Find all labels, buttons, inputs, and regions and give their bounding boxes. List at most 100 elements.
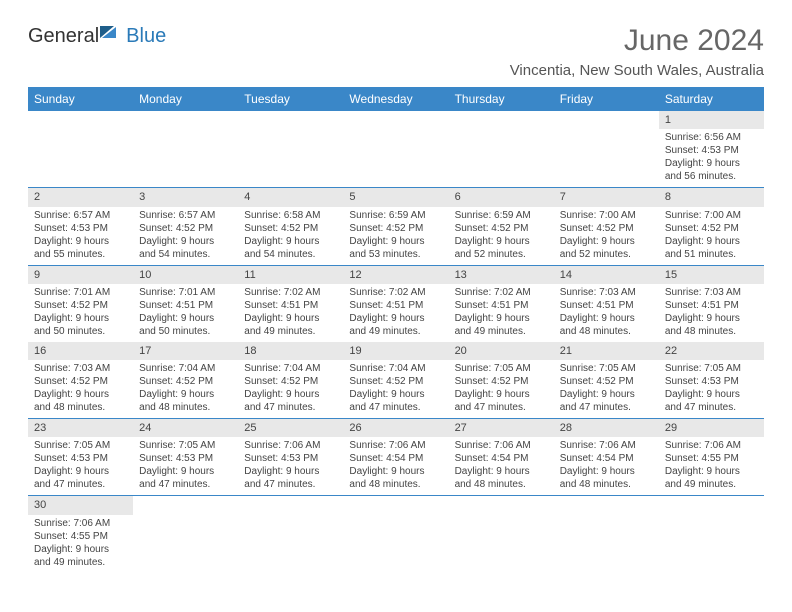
weekday-header: Friday [554, 87, 659, 111]
daylight: Daylight: 9 hours and 54 minutes. [244, 235, 337, 261]
calendar-table: SundayMondayTuesdayWednesdayThursdayFrid… [28, 87, 764, 573]
day-data: Sunrise: 7:03 AMSunset: 4:52 PMDaylight:… [28, 360, 133, 419]
day-data [449, 129, 554, 188]
day-number [449, 496, 554, 515]
day-number [238, 496, 343, 515]
daylight: Daylight: 9 hours and 47 minutes. [560, 388, 653, 414]
sunrise: Sunrise: 7:04 AM [139, 362, 232, 375]
sunset: Sunset: 4:52 PM [34, 375, 127, 388]
sunset: Sunset: 4:52 PM [455, 222, 548, 235]
day-data [238, 515, 343, 573]
daynum-row: 1 [28, 111, 764, 129]
day-number: 27 [449, 419, 554, 438]
sunrise: Sunrise: 7:04 AM [349, 362, 442, 375]
day-number [659, 496, 764, 515]
day-data: Sunrise: 7:03 AMSunset: 4:51 PMDaylight:… [554, 284, 659, 342]
day-data: Sunrise: 6:59 AMSunset: 4:52 PMDaylight:… [449, 207, 554, 266]
sunrise: Sunrise: 7:06 AM [244, 439, 337, 452]
calendar-body: 1Sunrise: 6:56 AMSunset: 4:53 PMDaylight… [28, 111, 764, 573]
sunset: Sunset: 4:52 PM [455, 375, 548, 388]
sunset: Sunset: 4:52 PM [244, 375, 337, 388]
day-data: Sunrise: 7:04 AMSunset: 4:52 PMDaylight:… [133, 360, 238, 419]
sunset: Sunset: 4:52 PM [665, 222, 758, 235]
daylight: Daylight: 9 hours and 52 minutes. [560, 235, 653, 261]
daylight: Daylight: 9 hours and 48 minutes. [560, 465, 653, 491]
sunset: Sunset: 4:53 PM [665, 144, 758, 157]
sunset: Sunset: 4:52 PM [349, 375, 442, 388]
daylight: Daylight: 9 hours and 48 minutes. [34, 388, 127, 414]
sunrise: Sunrise: 7:02 AM [244, 286, 337, 299]
day-data [133, 515, 238, 573]
day-data: Sunrise: 7:05 AMSunset: 4:53 PMDaylight:… [133, 437, 238, 496]
sunset: Sunset: 4:51 PM [244, 299, 337, 312]
data-row: Sunrise: 7:01 AMSunset: 4:52 PMDaylight:… [28, 284, 764, 342]
day-number: 9 [28, 265, 133, 284]
location: Vincentia, New South Wales, Australia [510, 62, 764, 79]
day-number [449, 111, 554, 129]
sunrise: Sunrise: 6:57 AM [34, 209, 127, 222]
data-row: Sunrise: 7:03 AMSunset: 4:52 PMDaylight:… [28, 360, 764, 419]
daylight: Daylight: 9 hours and 48 minutes. [665, 312, 758, 338]
sunset: Sunset: 4:52 PM [139, 375, 232, 388]
sunrise: Sunrise: 7:06 AM [560, 439, 653, 452]
day-data: Sunrise: 7:06 AMSunset: 4:55 PMDaylight:… [659, 437, 764, 496]
day-data [554, 129, 659, 188]
day-number: 17 [133, 342, 238, 360]
day-number: 2 [28, 188, 133, 207]
sunrise: Sunrise: 7:05 AM [34, 439, 127, 452]
day-number: 18 [238, 342, 343, 360]
day-data: Sunrise: 7:06 AMSunset: 4:54 PMDaylight:… [343, 437, 448, 496]
day-number [238, 111, 343, 129]
sunrise: Sunrise: 6:59 AM [455, 209, 548, 222]
day-data [449, 515, 554, 573]
day-data: Sunrise: 7:02 AMSunset: 4:51 PMDaylight:… [343, 284, 448, 342]
daylight: Daylight: 9 hours and 53 minutes. [349, 235, 442, 261]
day-data: Sunrise: 6:56 AMSunset: 4:53 PMDaylight:… [659, 129, 764, 188]
logo: General Blue [28, 24, 166, 48]
sunset: Sunset: 4:55 PM [34, 530, 127, 543]
sunset: Sunset: 4:53 PM [244, 452, 337, 465]
daylight: Daylight: 9 hours and 47 minutes. [455, 388, 548, 414]
day-data: Sunrise: 7:02 AMSunset: 4:51 PMDaylight:… [238, 284, 343, 342]
day-number: 8 [659, 188, 764, 207]
daylight: Daylight: 9 hours and 48 minutes. [455, 465, 548, 491]
daylight: Daylight: 9 hours and 47 minutes. [665, 388, 758, 414]
daylight: Daylight: 9 hours and 56 minutes. [665, 157, 758, 183]
day-data [343, 515, 448, 573]
daylight: Daylight: 9 hours and 51 minutes. [665, 235, 758, 261]
sunrise: Sunrise: 7:06 AM [349, 439, 442, 452]
daylight: Daylight: 9 hours and 47 minutes. [139, 465, 232, 491]
day-number: 29 [659, 419, 764, 438]
logo-text-general: General [28, 25, 99, 48]
weekday-header: Sunday [28, 87, 133, 111]
daylight: Daylight: 9 hours and 50 minutes. [34, 312, 127, 338]
sunrise: Sunrise: 7:05 AM [665, 362, 758, 375]
day-data: Sunrise: 7:01 AMSunset: 4:51 PMDaylight:… [133, 284, 238, 342]
daynum-row: 16171819202122 [28, 342, 764, 360]
month-title: June 2024 [510, 24, 764, 58]
day-number [554, 111, 659, 129]
daylight: Daylight: 9 hours and 49 minutes. [244, 312, 337, 338]
daylight: Daylight: 9 hours and 47 minutes. [349, 388, 442, 414]
sunrise: Sunrise: 7:05 AM [560, 362, 653, 375]
daylight: Daylight: 9 hours and 47 minutes. [244, 388, 337, 414]
sunrise: Sunrise: 6:57 AM [139, 209, 232, 222]
daylight: Daylight: 9 hours and 49 minutes. [349, 312, 442, 338]
sunset: Sunset: 4:51 PM [455, 299, 548, 312]
sunrise: Sunrise: 6:58 AM [244, 209, 337, 222]
sunset: Sunset: 4:52 PM [34, 299, 127, 312]
sunrise: Sunrise: 7:01 AM [139, 286, 232, 299]
sunrise: Sunrise: 7:06 AM [455, 439, 548, 452]
sunrise: Sunrise: 7:05 AM [139, 439, 232, 452]
sunset: Sunset: 4:51 PM [349, 299, 442, 312]
daylight: Daylight: 9 hours and 49 minutes. [665, 465, 758, 491]
day-number: 20 [449, 342, 554, 360]
day-data: Sunrise: 7:00 AMSunset: 4:52 PMDaylight:… [659, 207, 764, 266]
day-data: Sunrise: 7:01 AMSunset: 4:52 PMDaylight:… [28, 284, 133, 342]
day-data: Sunrise: 7:05 AMSunset: 4:53 PMDaylight:… [659, 360, 764, 419]
weekday-header: Wednesday [343, 87, 448, 111]
day-number: 21 [554, 342, 659, 360]
day-number: 25 [238, 419, 343, 438]
day-number: 5 [343, 188, 448, 207]
day-data: Sunrise: 6:57 AMSunset: 4:52 PMDaylight:… [133, 207, 238, 266]
